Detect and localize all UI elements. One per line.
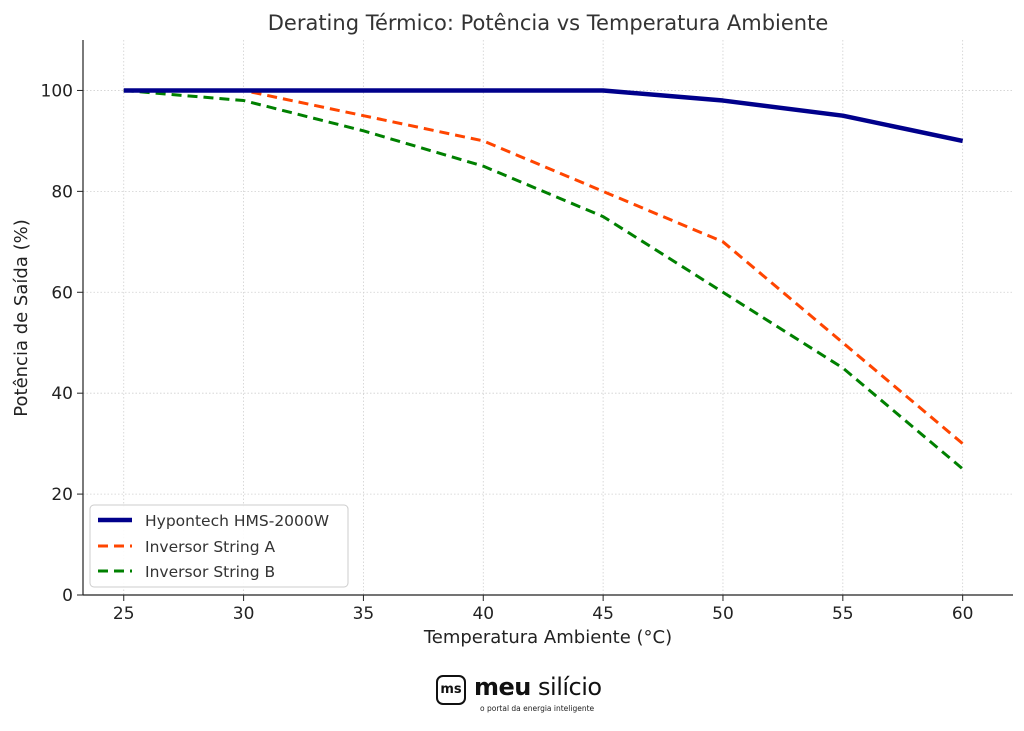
logo-word-light: silício bbox=[538, 673, 602, 701]
y-tick-label: 40 bbox=[51, 384, 73, 404]
series-layer bbox=[123, 88, 964, 471]
ticks: 25 30 35 40 45 50 55 60 0 20 40 60 80 100 bbox=[41, 81, 974, 624]
x-tick-label: 55 bbox=[832, 604, 854, 624]
y-tick-label: 100 bbox=[41, 81, 73, 101]
y-tick-label: 80 bbox=[51, 182, 73, 202]
y-tick-label: 20 bbox=[51, 485, 73, 505]
x-tick-label: 35 bbox=[353, 604, 375, 624]
axes bbox=[82, 40, 1013, 596]
x-tick-label: 30 bbox=[233, 604, 255, 624]
legend-label-string-a: Inversor String A bbox=[145, 538, 276, 556]
x-tick-label: 25 bbox=[113, 604, 135, 624]
legend-label-hypontech: Hypontech HMS-2000W bbox=[145, 512, 329, 530]
logo-badge: ms bbox=[436, 675, 466, 705]
x-tick-label: 50 bbox=[712, 604, 734, 624]
legend: Hypontech HMS-2000W Inversor String A In… bbox=[89, 504, 349, 588]
y-axis-label: Potência de Saída (%) bbox=[11, 219, 32, 416]
logo-word-bold: meu bbox=[474, 673, 531, 701]
legend-box bbox=[89, 504, 349, 588]
x-axis-label: Temperatura Ambiente (°C) bbox=[423, 627, 672, 648]
y-tick-label: 60 bbox=[51, 283, 73, 303]
y-tick-label: 0 bbox=[62, 586, 73, 606]
logo-wordmark: meu silício bbox=[474, 673, 602, 701]
x-tick-label: 60 bbox=[952, 604, 974, 624]
series-line-2 bbox=[123, 88, 964, 471]
logo-tagline: o portal da energia inteligente bbox=[480, 704, 595, 713]
chart-title: Derating Térmico: Potência vs Temperatur… bbox=[268, 11, 829, 35]
series-line-0 bbox=[123, 88, 964, 144]
x-tick-label: 45 bbox=[592, 604, 614, 624]
legend-label-string-b: Inversor String B bbox=[145, 563, 275, 581]
x-tick-label: 40 bbox=[472, 604, 494, 624]
meu-silicio-logo: ms meu silício o portal da energia intel… bbox=[436, 673, 636, 719]
series-line-1 bbox=[123, 88, 964, 445]
